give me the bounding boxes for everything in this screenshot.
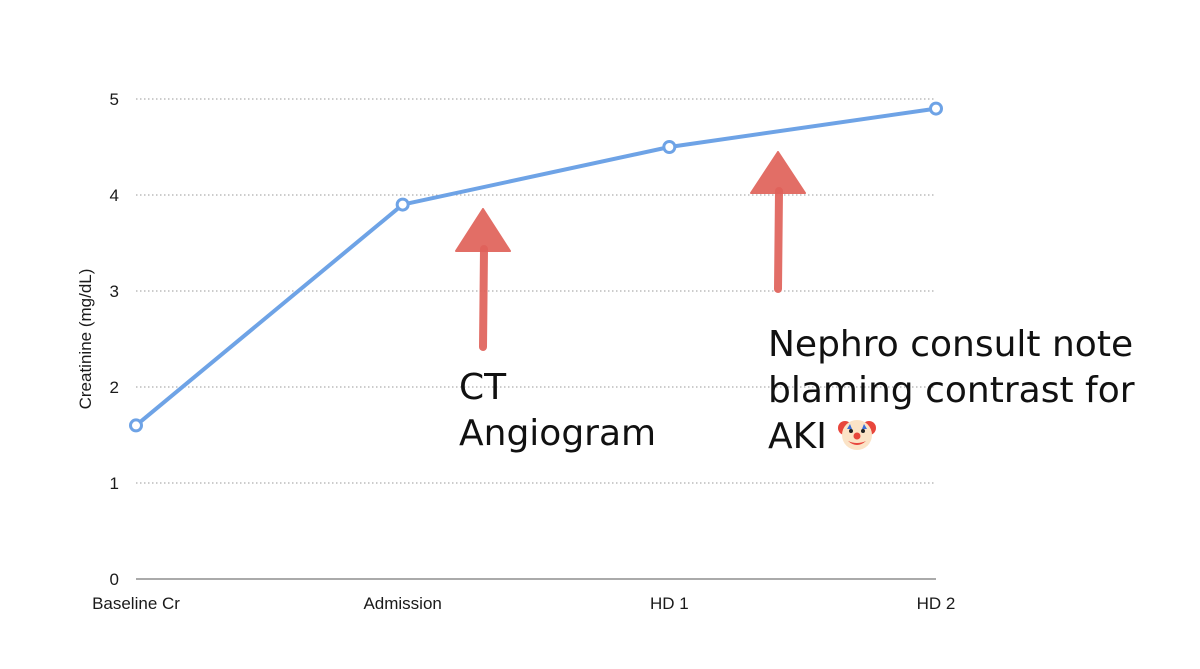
data-point xyxy=(662,140,677,154)
x-tick-label: Admission xyxy=(363,594,441,613)
x-tick-label: HD 2 xyxy=(917,594,956,613)
y-axis-label: Creatinine (mg/dL) xyxy=(76,269,95,410)
arrow-nephro xyxy=(750,151,806,293)
x-tick-labels: Baseline Cr Admission HD 1 HD 2 xyxy=(92,594,955,613)
series-line xyxy=(134,106,937,427)
data-points xyxy=(129,101,943,433)
y-tick-label: 2 xyxy=(110,378,119,397)
annotation-nephro-consult: Nephro consult note blaming contrast for… xyxy=(768,322,1198,460)
arrow-shaft xyxy=(774,187,783,293)
y-tick-label: 1 xyxy=(110,474,119,493)
y-tick-label: 5 xyxy=(110,90,119,109)
x-tick-label: Baseline Cr xyxy=(92,594,180,613)
gridlines xyxy=(136,98,936,484)
arrow-head xyxy=(750,151,806,194)
arrow-shaft xyxy=(479,245,488,351)
arrow-ct xyxy=(455,208,511,351)
data-point xyxy=(929,101,943,116)
arrow-head xyxy=(455,208,511,252)
annotation-ct-angiogram: CT Angiogram xyxy=(459,367,657,454)
y-tick-label: 0 xyxy=(110,570,119,589)
clown-face-icon xyxy=(837,414,877,454)
y-tick-labels: 0 1 2 3 4 5 xyxy=(110,90,119,589)
data-point xyxy=(395,197,410,212)
annotation-nephro-text: Nephro consult note blaming contrast for… xyxy=(768,324,1135,457)
y-tick-label: 3 xyxy=(110,282,119,301)
y-tick-label: 4 xyxy=(110,186,119,205)
data-point xyxy=(129,418,143,433)
x-tick-label: HD 1 xyxy=(650,594,689,613)
annotation-arrows xyxy=(455,151,806,351)
